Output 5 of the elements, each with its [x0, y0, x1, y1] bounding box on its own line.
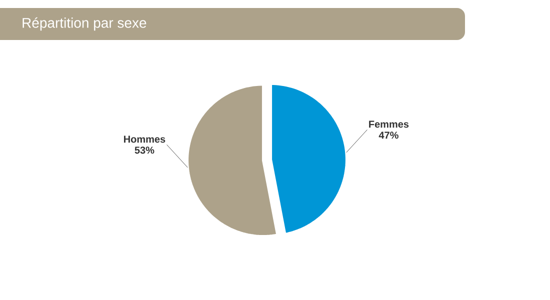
slice-label: Femmes	[369, 120, 409, 128]
data-label: 47%	[378, 132, 398, 139]
chart-title: Répartition par sexe	[22, 17, 146, 31]
data-label: 53%	[134, 146, 154, 154]
slice-label: Hommes	[124, 136, 166, 143]
